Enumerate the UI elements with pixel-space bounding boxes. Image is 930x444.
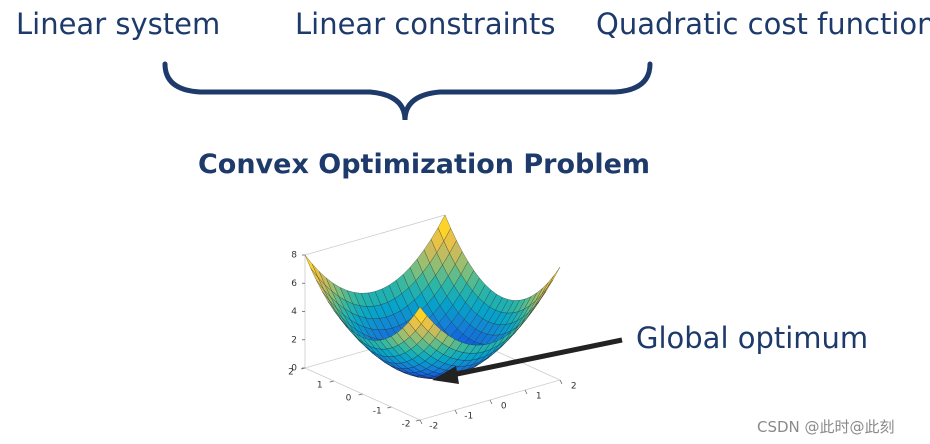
y-tick-label: -1: [373, 407, 382, 417]
y-tick-label: 1: [317, 381, 323, 391]
watermark: CSDN @此时@此刻: [757, 418, 895, 436]
x-tick-label: -1: [464, 412, 473, 422]
y-tick: [300, 367, 306, 370]
annotation: Global optimum: [636, 321, 868, 355]
y-tick-label: 0: [346, 394, 352, 404]
y-tick: [415, 419, 421, 422]
x-tick-label: 2: [571, 382, 577, 392]
x-tick: [454, 409, 458, 415]
x-tick: [419, 419, 423, 425]
z-tick-label: 8: [291, 251, 297, 261]
surface-patch: [413, 306, 428, 325]
surface-patch: [541, 275, 555, 296]
brace: [162, 61, 653, 121]
surface-patch: [535, 282, 549, 301]
y-tick: [358, 393, 363, 396]
x-tick: [489, 399, 493, 405]
x-tick-label: -2: [429, 422, 438, 432]
y-tick: [387, 406, 392, 409]
z-tick-label: 2: [291, 335, 297, 345]
header-item: Linear constraints: [295, 7, 556, 41]
z-tick-label: 4: [291, 307, 297, 317]
x-tick-label: 1: [536, 392, 542, 402]
axis-line: [304, 214, 446, 256]
x-tick: [524, 389, 528, 395]
surface-patch: [304, 254, 318, 278]
arrow: [451, 337, 623, 378]
header-item: Linear system: [16, 7, 220, 41]
y-tick-label: -2: [402, 420, 411, 430]
arrow-head: [432, 366, 459, 384]
x-tick-label: 0: [501, 402, 507, 412]
header-item: Quadratic cost function: [596, 7, 930, 41]
z-tick-label: 0: [291, 364, 297, 374]
z-tick-label: 6: [291, 279, 297, 289]
x-tick: [559, 379, 563, 385]
problem-title: Convex Optimization Problem: [198, 149, 650, 180]
surface-patch: [547, 266, 561, 288]
y-tick: [329, 380, 334, 383]
y-tick-label: 2: [288, 368, 294, 378]
